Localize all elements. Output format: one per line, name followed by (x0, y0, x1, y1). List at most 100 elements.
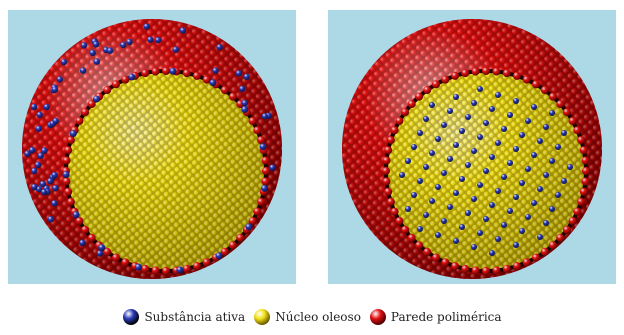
rim-bead (220, 247, 229, 256)
active-substance-bead (519, 180, 525, 186)
rim-bead (112, 80, 120, 89)
active-substance-bead (56, 76, 63, 83)
rim-bead (395, 217, 404, 225)
active-substance-bead (537, 186, 543, 192)
rim-bead (121, 258, 130, 267)
active-substance-bead (513, 242, 519, 248)
rim-bead (384, 187, 393, 196)
active-substance-bead (477, 134, 483, 140)
active-substance-bead (411, 192, 417, 198)
active-substance-bead (561, 130, 567, 136)
active-substance-bead (495, 236, 501, 242)
rim-bead (540, 86, 549, 95)
rim-bead (228, 92, 237, 101)
active-substance-bead (51, 200, 58, 207)
active-substance-bead (513, 146, 519, 152)
rim-bead (471, 266, 480, 275)
active-substance-bead (453, 94, 459, 100)
rim-bead (81, 225, 90, 234)
active-substance-bead (465, 162, 471, 168)
active-substance-bead (441, 218, 447, 224)
active-substance-bead (477, 182, 483, 188)
active-substance-bead (79, 67, 87, 74)
legend-item-polymeric-wall: Parede polimérica (369, 308, 502, 326)
active-substance-bead (405, 206, 411, 212)
rim-bead (151, 266, 160, 275)
rim-bead (441, 258, 450, 267)
rim-bead (103, 86, 112, 95)
active-substance-bead (483, 120, 489, 126)
active-substance-bead (495, 140, 501, 146)
rim-bead (390, 126, 399, 135)
active-substance-bead (179, 27, 187, 34)
rim-bead (532, 253, 540, 262)
rim-bead (257, 136, 266, 145)
legend-label-active-substance: Substância ativa (144, 310, 246, 324)
rim-bead (401, 108, 410, 117)
rim-bead (492, 266, 501, 275)
active-substance-bead (209, 79, 217, 87)
active-substance-bead (92, 41, 100, 48)
active-substance-bead (169, 67, 177, 75)
rim-bead (75, 217, 84, 225)
active-substance-bead (35, 125, 42, 132)
active-substance-bead (241, 105, 249, 113)
rim-bead (253, 207, 262, 216)
panel-active-in-wall (8, 10, 296, 284)
rim-bead (382, 167, 390, 175)
active-substance-bead (507, 160, 513, 166)
rim-bead (432, 80, 440, 89)
rim-bead (482, 267, 490, 275)
active-substance-bead (51, 171, 58, 179)
rim-bead (87, 233, 96, 242)
rim-bead (441, 75, 450, 84)
rim-bead (582, 167, 590, 175)
active-substance-bead (423, 116, 429, 122)
rim-bead (577, 197, 586, 206)
rim-bead (502, 69, 511, 78)
active-substance-bead (519, 228, 525, 234)
legend-item-oily-core: Núcleo oleoso (253, 308, 361, 326)
rim-bead (548, 241, 557, 250)
rim-bead (556, 100, 565, 109)
active-substance-bead (128, 73, 136, 81)
rim-bead (182, 264, 191, 273)
active-substance-bead (501, 126, 507, 132)
active-substance-bead (513, 98, 519, 104)
rim-bead (407, 100, 416, 109)
rim-bead (220, 86, 229, 95)
active-substance-bead (120, 41, 127, 49)
active-substance-bead (245, 223, 253, 231)
active-substance-bead (126, 38, 133, 46)
rim-bead (384, 146, 393, 155)
active-substance-bead (30, 167, 38, 175)
rim-bead (192, 262, 201, 271)
rim-bead (540, 247, 549, 256)
active-substance-bead (429, 102, 435, 108)
rim-bead (512, 71, 521, 80)
rim-bead (66, 136, 75, 145)
active-substance-bead (459, 128, 465, 134)
active-substance-bead (453, 238, 459, 244)
active-substance-bead (441, 122, 447, 128)
active-substance-bead (241, 99, 249, 107)
active-substance-bead (176, 266, 184, 274)
active-substance-bead (47, 216, 55, 223)
active-substance-bead (417, 226, 423, 232)
active-substance-bead (93, 58, 100, 65)
active-substance-bead (441, 170, 447, 176)
capsule-group (342, 19, 602, 279)
core-shading (68, 73, 264, 269)
active-substance-bead (411, 144, 417, 150)
rim-bead (390, 207, 399, 216)
active-substance-bead (405, 158, 411, 164)
active-substance-bead (549, 206, 555, 212)
rim-bead (471, 67, 480, 76)
rim-bead (522, 258, 531, 267)
active-substance-bead (435, 184, 441, 190)
rim-bead (382, 177, 391, 186)
rim-bead (162, 267, 170, 275)
rim-bead (451, 262, 460, 271)
active-substance-bead (459, 224, 465, 230)
active-substance-bead (555, 192, 561, 198)
